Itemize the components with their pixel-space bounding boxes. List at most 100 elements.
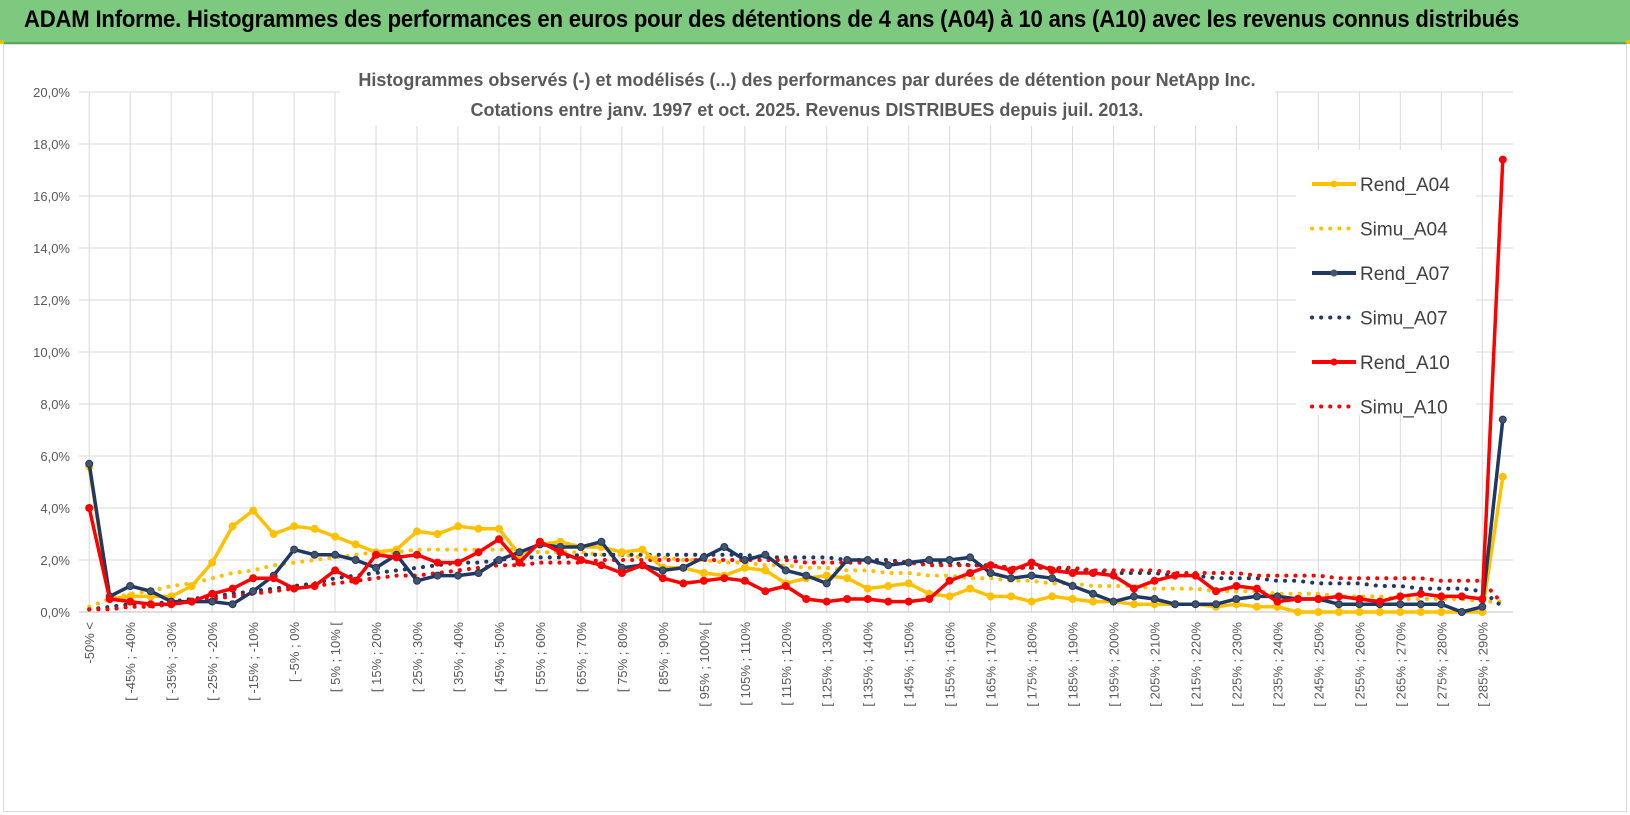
data-point [126,597,135,606]
data-point [269,574,278,583]
data-point [658,566,667,575]
x-tick-label: [ 195% ; 200% [1107,622,1122,707]
data-point [433,571,442,580]
data-point [781,582,790,590]
data-point [1334,608,1343,616]
legend-item: Simu_A10 [1310,398,1448,419]
x-tick-label: [ 215% ; 220% [1188,622,1203,707]
data-point [1314,595,1323,603]
x-tick-label: [ 55% ; 60% [533,622,548,693]
data-point [904,579,913,588]
data-point [126,582,135,590]
data-point [904,597,913,606]
data-point [413,527,421,536]
y-tick-label: 4,0% [40,501,70,516]
x-tick-label: [ 165% ; 170% [984,622,999,707]
data-point [495,535,503,544]
data-point [720,543,729,551]
data-point [740,556,749,564]
title-background [340,60,1275,126]
data-point [290,584,299,593]
data-point [1068,582,1077,590]
data-point [1027,558,1036,567]
data-point [925,595,934,603]
data-point [761,587,770,596]
data-point [474,569,483,577]
data-point [1212,587,1220,596]
y-tick-label: 18,0% [33,137,70,152]
page-title: ADAM Informe. Histogrammes des performan… [24,6,1520,33]
data-point [699,569,708,577]
y-axis-labels: 0,0% 2,0% 4,0% 6,0% 8,0% 10,0% 12,0% 14,0% 16,0%… [33,85,70,620]
data-point [515,548,524,557]
y-tick-label: 6,0% [40,449,70,464]
corner-accent-right [1626,40,1630,44]
data-point [1416,608,1425,616]
data-point [351,540,360,549]
data-point [945,556,954,564]
data-point [85,459,94,468]
data-point [1212,600,1220,609]
x-tick-label: [ -5% ; 0% [287,622,302,682]
data-point [1498,155,1507,164]
chart-frame [3,44,1627,812]
data-point [1252,584,1261,593]
data-point [1027,597,1036,606]
data-point [105,595,114,603]
corner-accent-left [0,40,4,44]
data-point [986,561,995,570]
data-point [433,530,442,538]
x-tick-label: [ 5% ; 10% [ [328,622,343,692]
data-point [310,524,319,533]
data-point [986,592,995,601]
data-point [699,553,708,562]
data-point [167,600,176,609]
series-line [87,419,1505,614]
data-point [1396,600,1405,609]
data-point [249,574,258,583]
data-point [556,548,565,557]
data-point [617,569,626,577]
data-point [986,569,995,577]
data-point [1498,415,1507,424]
data-point [1478,602,1487,611]
data-point [576,543,585,551]
data-point [474,524,483,533]
data-point [290,522,299,531]
data-point [351,576,360,585]
data-point [884,561,893,570]
data-point [1252,592,1261,601]
x-tick-label: [ 45% ; 50% [492,622,507,693]
data-point [822,579,831,588]
data-point [495,524,503,533]
data-point [1232,582,1241,590]
data-point [638,561,647,570]
data-point [1068,569,1077,577]
data-point [269,530,278,538]
series-rend-a10 [85,155,1507,609]
x-tick-label: [ 245% ; 250% [1311,622,1326,707]
x-tick-label: [ 265% ; 270% [1393,622,1408,707]
data-point [761,566,770,575]
data-point [1293,595,1302,603]
data-point [1375,608,1384,616]
data-point [1457,592,1466,601]
data-point [1130,592,1138,601]
data-point [228,584,237,593]
data-point [515,558,524,567]
legend-item: Rend_A07 [1312,264,1450,285]
y-tick-label: 16,0% [33,189,70,204]
data-point [884,582,893,590]
data-point [1048,566,1057,575]
data-point [1109,597,1118,606]
data-point [658,574,667,583]
data-point [1252,602,1261,611]
data-point [966,569,975,577]
data-point [413,550,421,559]
data-point [1437,592,1446,601]
legend-label: Rend_A07 [1360,264,1450,285]
x-tick-label: [ 85% ; 90% [656,622,671,693]
data-point [1007,592,1016,601]
data-point [576,556,585,564]
data-point [740,563,749,572]
